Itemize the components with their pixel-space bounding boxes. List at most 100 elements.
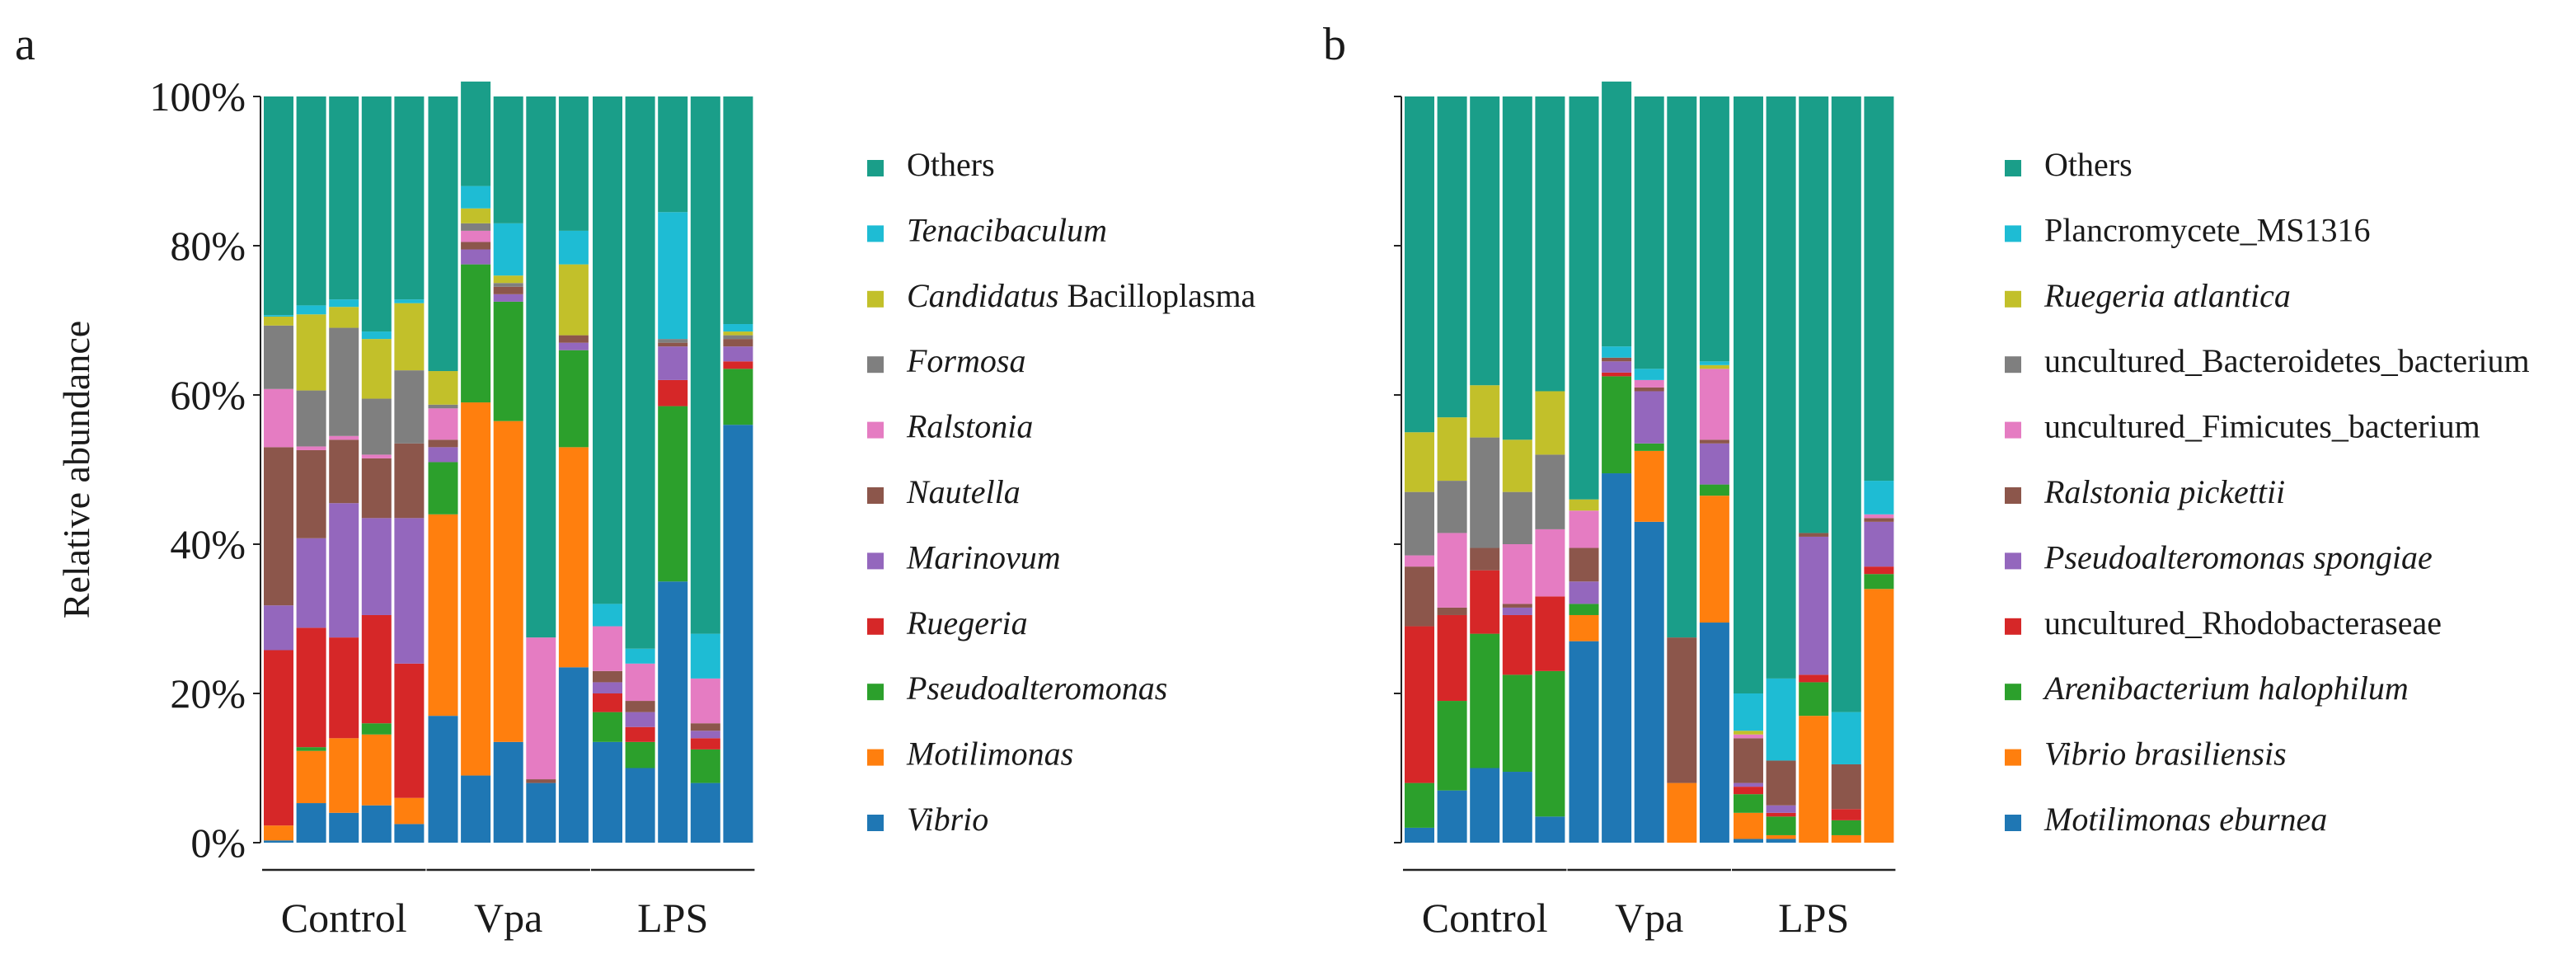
bar-segment-plancromycete-ms1316 (1734, 693, 1763, 731)
bar-segment-vibrio (493, 741, 523, 843)
bar-segment-others (1799, 96, 1829, 533)
bar-12 (1766, 96, 1796, 843)
bar-segment-others (625, 96, 655, 649)
bar-segment-nautella (296, 449, 326, 538)
bar-segment-arenibacterium-halophilum (1569, 604, 1599, 615)
bar-segment-tenacibaculum (361, 331, 392, 340)
bar-segment-others (1602, 81, 1632, 347)
bar-segment-arenibacterium-halophilum (1831, 820, 1861, 835)
bar-segment-uncultured-fimicutes-bacterium (1569, 510, 1599, 548)
legend-swatch (2005, 618, 2021, 635)
group-label: Vpa (1615, 895, 1683, 941)
legend-item: Vibrio brasiliensis (2005, 735, 2287, 773)
bar-segment-nautella (329, 439, 359, 504)
bar-segment-others (493, 96, 523, 223)
legend-label: Others (2044, 146, 2133, 183)
bar-segment-uncultured-fimicutes-bacterium (1634, 379, 1664, 388)
bar-segment-plancromycete-ms1316 (1699, 361, 1729, 365)
bar-segment-arenibacterium-halophilum (1437, 701, 1467, 791)
bar-segment-motilimonas (329, 738, 359, 813)
bar-segment-vibrio-brasiliensis (1734, 812, 1763, 839)
bar-9 (526, 96, 556, 843)
legend-label: Others (907, 146, 995, 183)
legend-item: Motilimonas (867, 735, 1073, 773)
bar-segment-pseudoalteromonas (493, 301, 523, 421)
bar-segment-vibrio (723, 425, 753, 843)
bar-segment-others (1405, 96, 1434, 433)
bar-7 (1602, 81, 1632, 843)
bar-segment-formosa (329, 327, 359, 436)
bar-segment-uncultured-fimicutes-bacterium (1535, 529, 1565, 597)
y-tick-label: 80% (170, 223, 246, 269)
bar-segment-formosa (723, 335, 753, 340)
bar-segment-vibrio-brasiliensis (1634, 450, 1664, 522)
bar-segment-tenacibaculum (493, 223, 523, 276)
bar-segment-ralstonia-pickettii (1799, 533, 1829, 537)
bar-segment-marinovum (461, 249, 491, 265)
bar-segment-motilimonas-eburnea (1766, 839, 1796, 843)
bar-1 (264, 96, 293, 843)
y-tick-label: 100% (149, 73, 246, 120)
bar-segment-nautella (264, 447, 293, 606)
bar-segment-others (526, 96, 556, 638)
bar-segment-motilimonas (361, 734, 392, 806)
bar-segment-motilimonas-eburnea (1470, 768, 1500, 843)
bar-segment-others (428, 96, 458, 372)
bar-segment-motilimonas-eburnea (1569, 641, 1599, 843)
bar-segment-vibrio (394, 824, 425, 843)
bar-segment-ruegeria (658, 379, 688, 406)
bar-segment-nautella (394, 443, 425, 519)
bar-segment-motilimonas (493, 421, 523, 742)
bar-segment-plancromycete-ms1316 (1831, 712, 1861, 764)
legend-swatch (2005, 160, 2021, 176)
bar-segment-nautella (625, 701, 655, 712)
legend-label: Arenibacterium halophilum (2042, 670, 2409, 707)
legend-label: Ralstonia (906, 408, 1033, 445)
legend-label: Candidatus Bacilloplasma (907, 277, 1256, 314)
legend-swatch (867, 749, 884, 766)
legend-label: Vibrio (907, 801, 988, 838)
bar-segment-ralstonia-pickettii (1634, 387, 1664, 392)
bar-segment-ruegeria-atlantica (1535, 391, 1565, 455)
bar-segment-others (593, 96, 622, 604)
legend-label: Pseudoalteromonas (906, 670, 1167, 707)
bar-segment-uncultured-rhodobacteraseae (1766, 812, 1796, 817)
bar-segment-tenacibaculum (593, 604, 622, 627)
bar-segment-ralstonia (296, 446, 326, 450)
bar-segment-ralstonia (461, 230, 491, 242)
bar-segment-uncultured-rhodobacteraseae (1535, 596, 1565, 671)
legend-swatch (867, 160, 884, 176)
bar-segment-ralstonia (526, 637, 556, 780)
bar-segment-marinovum (296, 538, 326, 628)
bar-segment-others (1470, 96, 1500, 386)
bar-segment-ralstonia (625, 663, 655, 702)
bar-segment-tenacibaculum (723, 324, 753, 332)
bar-segment-arenibacterium-halophilum (1799, 682, 1829, 717)
panel-b: b Control Vpa LPS Others Plancromycete_MS1316… (1323, 19, 2530, 941)
bar-segment-arenibacterium-halophilum (1470, 633, 1500, 768)
group-label: Vpa (474, 895, 542, 941)
bar-segment-vibrio (461, 775, 491, 843)
bar-segment-arenibacterium-halophilum (1766, 816, 1796, 835)
bar-segment-others (1667, 96, 1697, 638)
group-label: LPS (637, 895, 708, 941)
bar-segment-plancromycete-ms1316 (1766, 678, 1796, 761)
bar-segment-ralstonia (593, 626, 622, 671)
bar-segment-others (558, 96, 589, 231)
bar-segment-formosa (461, 223, 491, 231)
bar-segment-vibrio (296, 803, 326, 843)
bar-segment-vibrio-brasiliensis (1569, 614, 1599, 641)
bar-segment-tenacibaculum (329, 299, 359, 308)
bar-segment-ruegeria (690, 738, 720, 749)
y-tick-label: 40% (170, 521, 246, 567)
bar-2 (1437, 96, 1467, 843)
legend-label: uncultured_Fimicutes_bacterium (2044, 408, 2480, 445)
bar-14 (1831, 96, 1861, 843)
bar-segment-candidatus-bacilloplasma (394, 303, 425, 371)
bar-segment-nautella (361, 458, 392, 519)
bar-segment-ralstonia-pickettii (1502, 604, 1532, 608)
legend-item: Vibrio (867, 801, 988, 838)
bar-segment-ralstonia-pickettii (1437, 607, 1467, 615)
legend-label: Motilimonas (906, 735, 1073, 773)
bar-segment-formosa (361, 398, 392, 455)
